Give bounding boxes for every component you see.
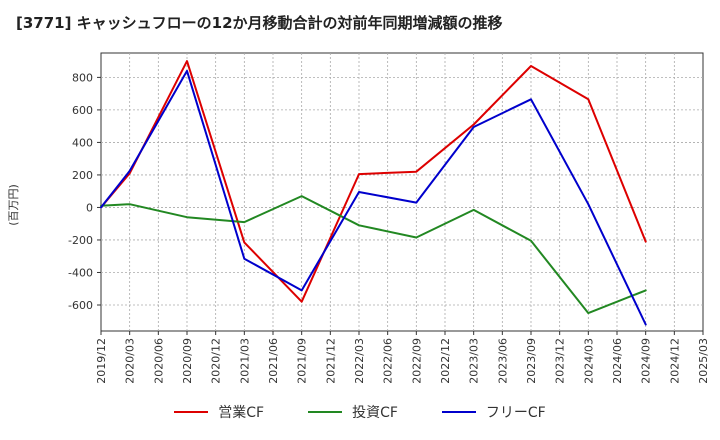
x-tick-label: 2021/06 bbox=[267, 338, 280, 384]
legend-label-inv: 投資CF bbox=[352, 405, 398, 421]
x-tick-label: 2020/03 bbox=[124, 338, 137, 384]
y-tick-label: -400 bbox=[68, 266, 93, 279]
x-tick-label: 2022/09 bbox=[410, 338, 423, 384]
legend-item-op: 営業CF bbox=[174, 402, 264, 422]
y-tick-label: 0 bbox=[86, 201, 93, 214]
x-tick-label: 2022/03 bbox=[353, 338, 366, 384]
x-tick-label: 2021/12 bbox=[324, 338, 337, 384]
x-tick-label: 2020/09 bbox=[181, 338, 194, 384]
x-tick-label: 2020/12 bbox=[210, 338, 223, 384]
x-tick-label: 2024/03 bbox=[582, 338, 595, 384]
legend-label-free: フリーCF bbox=[485, 405, 546, 421]
y-tick-label: 800 bbox=[72, 71, 93, 84]
free-cf-line bbox=[100, 69, 647, 326]
x-tick-label: 2022/06 bbox=[382, 338, 395, 384]
legend-label-op: 営業CF bbox=[218, 405, 265, 421]
x-tick-label: 2021/09 bbox=[296, 338, 309, 384]
legend-item-free: フリーCF bbox=[441, 402, 546, 422]
x-tick-label: 2021/03 bbox=[238, 338, 251, 384]
y-tick-label: 400 bbox=[72, 136, 93, 149]
plot-frame bbox=[100, 52, 704, 332]
legend-swatch-inv bbox=[308, 411, 343, 413]
legend-swatch-free bbox=[441, 411, 476, 413]
legend-swatch-op bbox=[174, 411, 209, 413]
x-tick-label: 2020/06 bbox=[152, 338, 165, 384]
investing-cf-line bbox=[100, 195, 647, 315]
x-tick-label: 2023/06 bbox=[496, 338, 509, 384]
legend-item-inv: 投資CF bbox=[308, 402, 398, 422]
x-tick-label: 2024/06 bbox=[611, 338, 624, 384]
y-tick-label: -600 bbox=[68, 299, 93, 312]
x-tick-label: 2023/09 bbox=[525, 338, 538, 384]
y-tick-label: 600 bbox=[72, 104, 93, 117]
chart-title: [3771] キャッシュフローの12か月移動合計の対前年同期増減額の推移 bbox=[16, 14, 503, 32]
x-tick-label: 2022/12 bbox=[439, 338, 452, 384]
x-tick-label: 2024/12 bbox=[668, 338, 681, 384]
x-tick-label: 2025/03 bbox=[697, 338, 710, 384]
y-tick-label: -200 bbox=[68, 234, 93, 247]
y-tick-label: 200 bbox=[72, 169, 93, 182]
x-tick-label: 2023/12 bbox=[554, 338, 567, 384]
legend: 営業CF 投資CF フリーCF bbox=[0, 402, 720, 422]
x-tick-label: 2019/12 bbox=[95, 338, 108, 384]
x-tick-label: 2024/09 bbox=[640, 338, 653, 384]
x-tick-label: 2023/03 bbox=[468, 338, 481, 384]
operating-cf-line bbox=[100, 60, 647, 303]
